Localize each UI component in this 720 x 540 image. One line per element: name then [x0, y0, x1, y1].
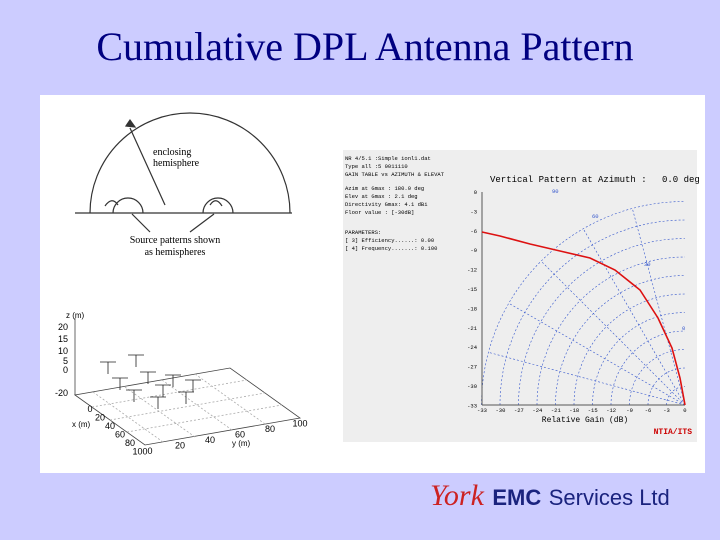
y-tick-label: -9: [470, 247, 477, 254]
tick-label: 100: [292, 419, 307, 429]
angle-label: 30: [644, 261, 651, 268]
tick-label: 40: [105, 421, 115, 431]
diagram-label: as hemispheres: [145, 247, 206, 258]
grid-arc: [629, 349, 686, 406]
header-line: Directivity Gmax: 4.1 dBi: [345, 201, 428, 208]
x-tick-label: -33: [477, 407, 487, 414]
credit: NTIA/ITS: [654, 428, 693, 437]
pattern-grid: [481, 201, 686, 406]
pattern-curve: [481, 231, 686, 406]
angle-label: 0: [682, 325, 685, 332]
header-line: Type all :5 0011110: [345, 163, 408, 170]
header-line: PARAMETERS:: [345, 229, 381, 236]
header-line: Elev at Gmax : 2.1 deg: [345, 193, 418, 200]
diagram-label: hemisphere: [153, 158, 200, 169]
grid-ray: [488, 352, 686, 406]
y-tick-label: -27: [467, 364, 477, 371]
tick-label: 60: [235, 430, 245, 440]
pattern-panel: [343, 150, 697, 442]
logo-rest: Services Ltd: [549, 485, 670, 510]
x-tick-label: -30: [495, 407, 505, 414]
logo-script: York: [430, 479, 485, 512]
tick-label: 20: [95, 413, 105, 423]
tick-label: 15: [58, 334, 68, 344]
grid-ray: [583, 229, 686, 406]
x-tick-label: -9: [626, 407, 633, 414]
y-tick-label: -15: [467, 286, 477, 293]
x-tick-label: 0: [683, 407, 686, 414]
tick-label: 40: [205, 435, 215, 445]
tick-label: 20: [58, 322, 68, 332]
axis-label: y (m): [232, 439, 251, 448]
logo-brand: EMC: [492, 485, 541, 510]
grid-arc: [536, 256, 686, 406]
axis-label: z (m): [66, 311, 85, 320]
x-tick-label: -12: [606, 407, 616, 414]
header-line: GAIN TABLE vs AZIMUTH & ELEVAT: [345, 171, 445, 178]
tick-label: 20: [175, 441, 185, 451]
header-line: [ 3] Efficiency......: 0.00: [345, 237, 434, 244]
slide-title: Cumulative DPL Antenna Pattern: [96, 24, 633, 69]
x-tick-label: -18: [569, 407, 579, 414]
header-line: Floor value : [-30dB]: [345, 209, 414, 216]
x-axis-label: Relative Gain (dB): [542, 416, 628, 425]
tick-label: 80: [265, 424, 275, 434]
grid-ray: [509, 303, 686, 406]
axis-label: x (m): [72, 420, 91, 429]
y-tick-label: -3: [470, 208, 477, 215]
y-tick-label: 0: [474, 189, 477, 196]
x-tick-label: -21: [551, 407, 562, 414]
tick-label: 100: [132, 447, 147, 457]
x-tick-label: -6: [645, 407, 652, 414]
y-tick-label: -24: [467, 344, 478, 351]
grid-arc: [518, 238, 686, 406]
angle-label: 90: [552, 188, 559, 195]
x-tick-label: -3: [663, 407, 670, 414]
hemisphere-diagram: [75, 112, 292, 233]
y-tick-label: -12: [467, 267, 477, 274]
pattern-azimuth: 0.0 deg: [662, 175, 700, 185]
tick-label: 0: [147, 446, 152, 456]
diagram-label: enclosing: [153, 147, 191, 158]
grid-arc: [481, 201, 686, 406]
header-line: Azim at Gmax : 180.0 deg: [345, 185, 424, 192]
diagram-label: Source patterns shown: [130, 235, 221, 246]
x-tick-label: -15: [588, 407, 598, 414]
tick-label: 60: [115, 430, 125, 440]
array-plot: [73, 318, 302, 446]
grid-arc: [610, 330, 686, 406]
pattern-title: Vertical Pattern at Azimuth :: [490, 175, 647, 185]
header-line: [ 4] Frequency.......: 0.100: [345, 245, 437, 252]
grid-ray: [541, 261, 686, 406]
y-tick-label: -21: [467, 325, 478, 332]
tick-label: 80: [125, 438, 135, 448]
tick-label: 5: [63, 356, 68, 366]
logo: York EMC Services Ltd: [430, 479, 670, 512]
tick-label: -20: [55, 388, 68, 398]
y-tick-label: -30: [467, 383, 477, 390]
grid-ray: [632, 208, 686, 406]
angle-label: 60: [592, 213, 599, 220]
tick-label: 0: [63, 365, 68, 375]
tick-label: 10: [58, 346, 68, 356]
x-tick-label: -24: [532, 407, 543, 414]
tick-label: 0: [87, 404, 92, 414]
y-tick-label: -6: [470, 228, 477, 235]
x-tick-label: -27: [514, 407, 524, 414]
y-tick-label: -33: [467, 402, 477, 409]
header-line: NR 4/5.1 :Simple ionl1.dat: [345, 155, 431, 162]
y-tick-label: -18: [467, 305, 477, 312]
